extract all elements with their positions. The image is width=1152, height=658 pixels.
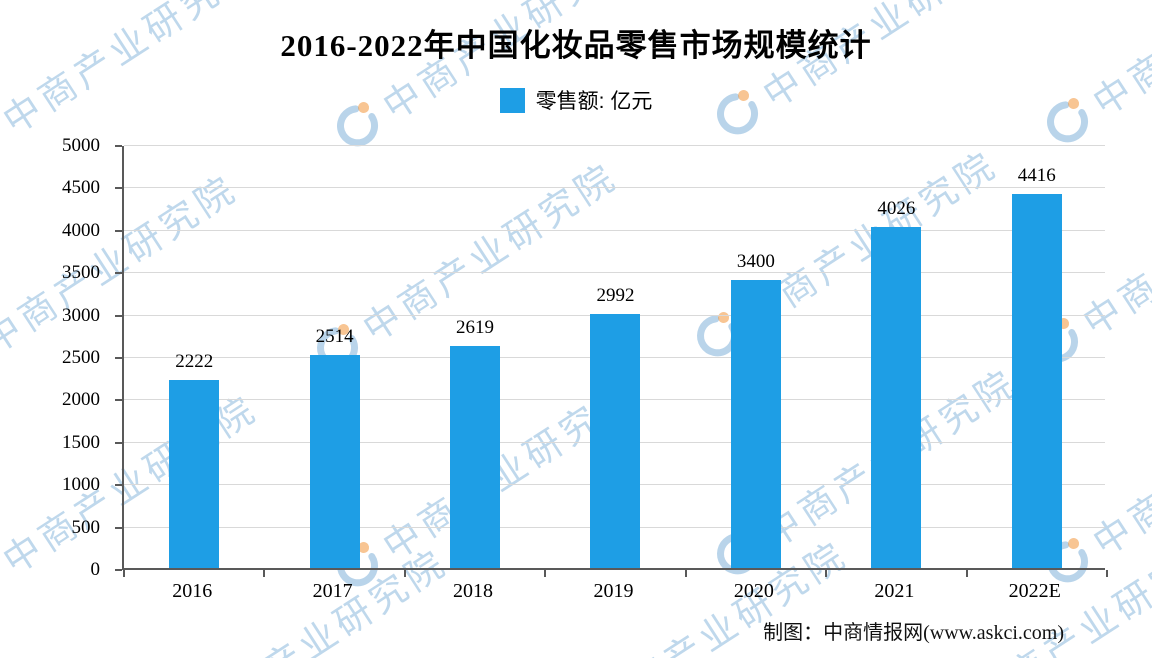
x-axis-tick <box>123 570 125 577</box>
x-axis-tick <box>403 570 406 577</box>
chart-title: 2016-2022年中国化妆品零售市场规模统计 <box>280 28 872 63</box>
y-axis-label: 1000 <box>62 474 100 496</box>
watermark-logo-icon <box>0 108 9 172</box>
gridline <box>124 272 1105 274</box>
x-axis-label-2016: 2016 <box>172 580 213 602</box>
y-axis-tick <box>115 399 122 402</box>
y-axis-label: 3000 <box>62 304 100 326</box>
bar-2016 <box>169 379 220 568</box>
x-axis-label-2017: 2017 <box>312 580 353 602</box>
y-axis-label: 5000 <box>62 135 100 156</box>
y-axis-tick <box>115 526 122 529</box>
legend-swatch <box>499 87 525 113</box>
y-axis-label: 500 <box>71 516 101 538</box>
x-axis-tick <box>544 570 547 577</box>
y-axis-tick <box>115 229 122 232</box>
y-axis-label: 0 <box>90 559 101 580</box>
bar-2018 <box>450 345 501 568</box>
y-axis-tick <box>115 484 122 487</box>
bar-value-2019: 2992 <box>596 285 635 307</box>
x-axis-label-2019: 2019 <box>593 580 634 602</box>
bar-value-2022E: 4416 <box>1017 164 1056 186</box>
x-axis-label-2020: 2020 <box>733 580 774 602</box>
bar-2017 <box>309 354 360 568</box>
y-axis-tick <box>115 272 122 275</box>
y-axis-tick <box>115 441 122 444</box>
y-axis-label: 3500 <box>62 262 100 284</box>
gridline <box>124 187 1105 189</box>
x-axis-label-2018: 2018 <box>453 580 494 602</box>
y-axis-label: 4500 <box>62 177 100 199</box>
bar-slot-2022E: 4416 <box>967 146 1107 568</box>
bar-value-2017: 2514 <box>315 325 354 347</box>
bar-slot-2017: 2514 <box>264 146 404 568</box>
plot-area: 2222 2514 2619 2992 3400 4026 4416 <box>115 145 1108 577</box>
x-axis-tick <box>684 570 687 577</box>
bar-slot-2021: 4026 <box>826 146 966 568</box>
legend-label: 零售额: 亿元 <box>535 90 653 113</box>
y-axis-label: 1500 <box>62 431 100 453</box>
y-axis-label: 4000 <box>62 219 100 241</box>
bar-2021 <box>871 226 922 568</box>
bar-value-2021: 4026 <box>877 197 916 219</box>
y-axis-label: 2500 <box>62 347 100 368</box>
x-axis-labels: 2016 2017 2018 2019 2020 2021 2022E <box>122 580 1105 603</box>
y-axis-tick <box>115 187 122 190</box>
x-axis-tick <box>825 570 828 577</box>
watermark-logo-icon <box>0 548 9 612</box>
x-axis-tick <box>1106 570 1108 577</box>
bar-slot-2016: 2222 <box>124 146 264 568</box>
gridline <box>124 229 1105 231</box>
bar-2020 <box>730 279 781 568</box>
x-axis-tick <box>965 570 968 577</box>
x-axis-label-2021: 2021 <box>874 580 915 602</box>
y-axis-tick <box>115 357 122 359</box>
bar-slot-2019: 2992 <box>545 146 685 568</box>
y-axis-labels: 0 500 1000 1500 2000 2500 3000 3500 4000 4500 5000 <box>30 135 110 580</box>
bar-value-2018: 2619 <box>456 316 495 338</box>
y-axis-label: 2000 <box>62 389 100 411</box>
bar-value-2016: 2222 <box>175 350 214 372</box>
bar-value-2020: 3400 <box>736 250 775 272</box>
bar-slot-2020: 3400 <box>686 146 826 568</box>
legend: 零售额: 亿元 <box>0 85 1152 115</box>
y-axis-tick <box>115 145 122 147</box>
bar-slot-2018: 2619 <box>405 146 545 568</box>
x-axis-label-2022E: 2022E <box>1008 580 1061 602</box>
bar-2019 <box>590 314 641 568</box>
y-axis-tick <box>115 314 122 317</box>
gridline <box>124 145 1105 146</box>
y-axis-tick <box>115 569 122 571</box>
x-axis-tick <box>263 570 266 577</box>
source-footer: 制图：中商情报网(www.askci.com) <box>763 622 1064 644</box>
bar-2022E <box>1011 193 1062 568</box>
